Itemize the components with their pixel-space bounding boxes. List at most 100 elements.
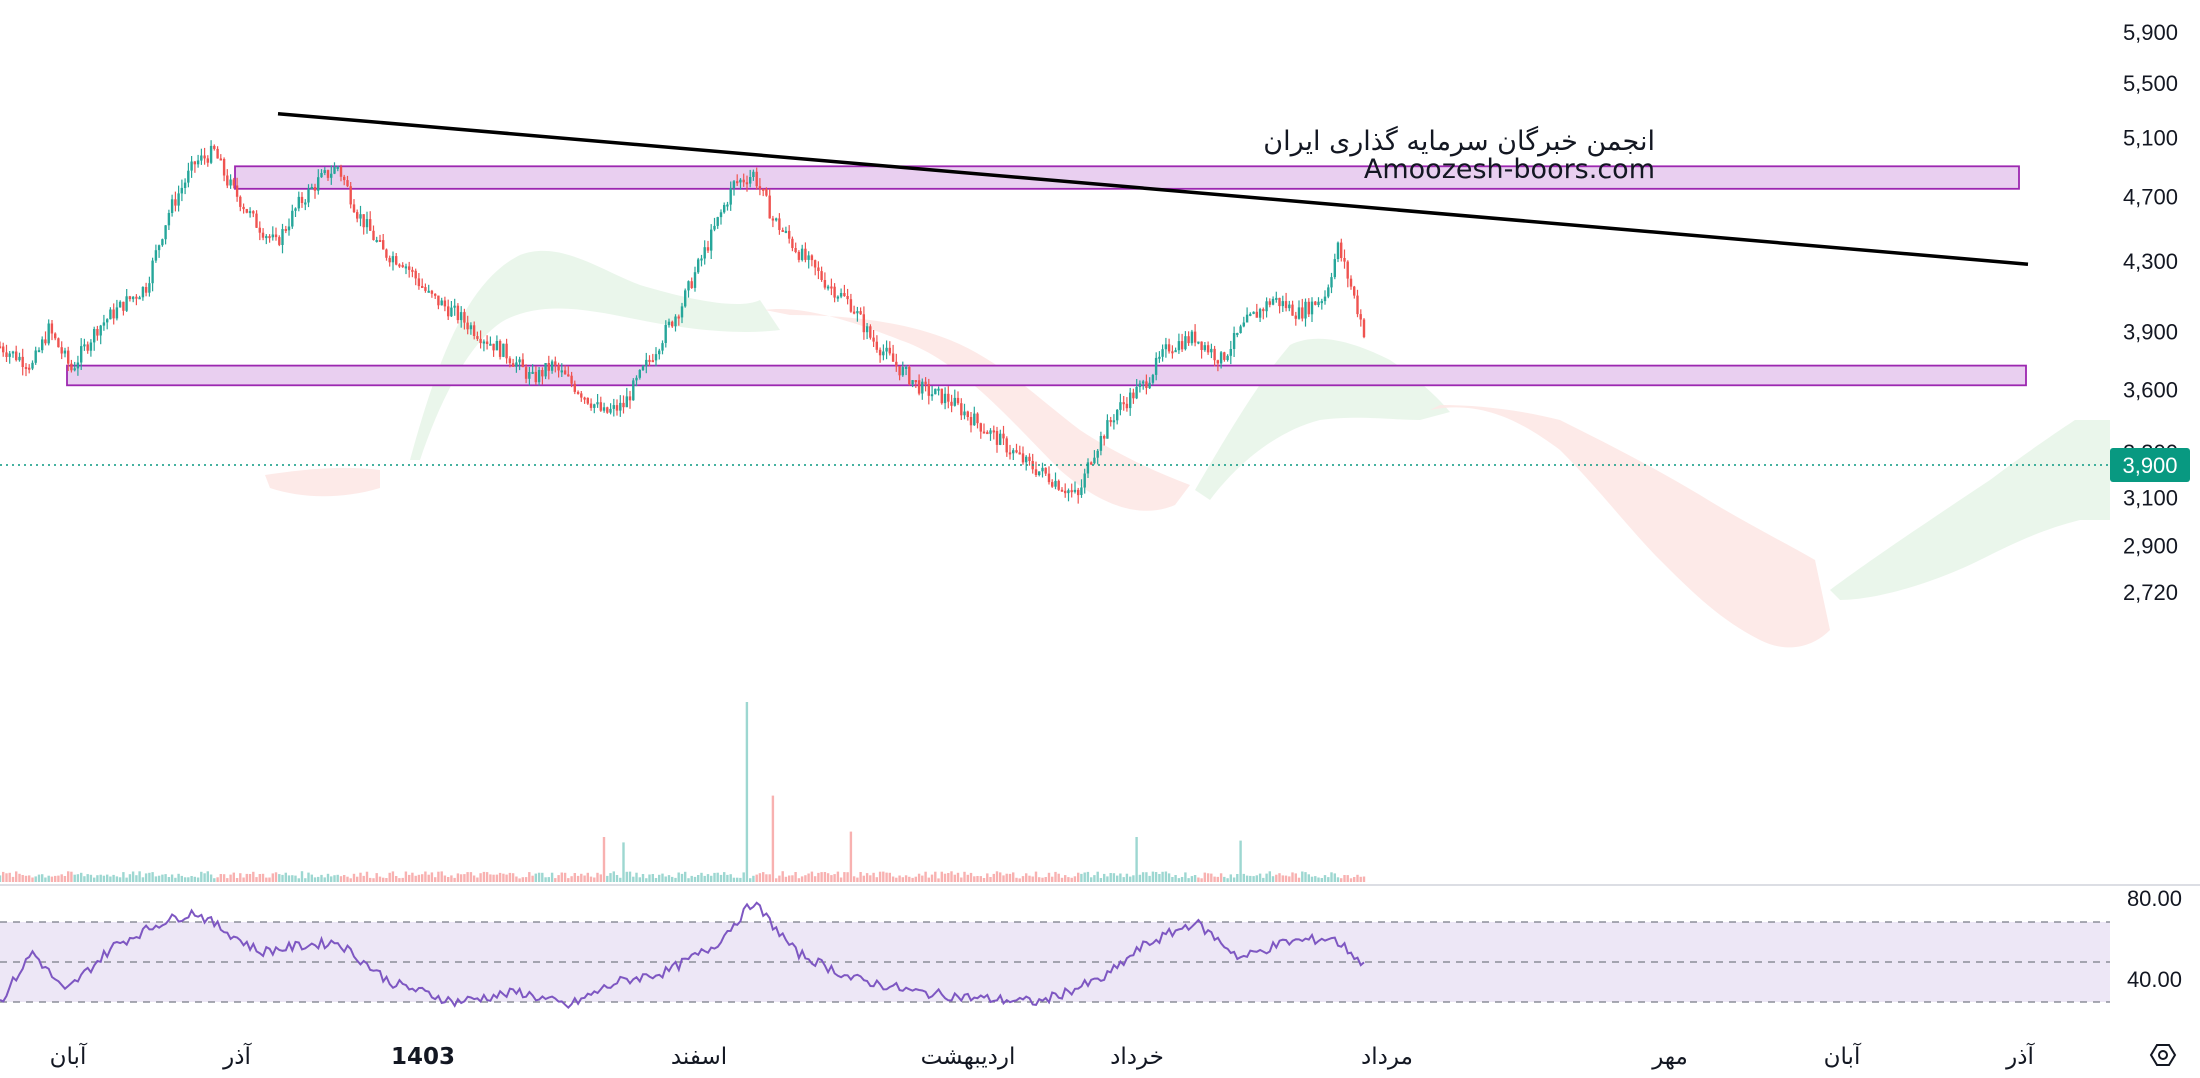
- cloud-bear-2: [1430, 405, 1830, 648]
- candle-body: [31, 362, 34, 369]
- candle-body: [83, 344, 86, 347]
- volume-bar: [573, 873, 576, 882]
- price-tick-label: 4,700: [2123, 185, 2178, 210]
- candle-body: [323, 170, 326, 173]
- candle-body: [1005, 438, 1008, 453]
- resistance-zone[interactable]: [234, 165, 2020, 190]
- volume-bar: [128, 874, 132, 882]
- candle-body: [865, 326, 869, 333]
- chart-settings-icon[interactable]: [2149, 1044, 2177, 1066]
- volume-bar: [287, 875, 291, 882]
- volume-bar: [1122, 877, 1125, 882]
- volume-bar: [112, 874, 115, 882]
- volume-bar: [469, 872, 473, 882]
- candle-body: [1288, 304, 1291, 309]
- candle-body: [856, 311, 859, 314]
- volume-bar: [310, 874, 313, 882]
- volume-bar: [278, 874, 281, 882]
- candle-body: [794, 248, 797, 252]
- volume-bar: [534, 873, 537, 882]
- volume-bar: [716, 872, 719, 882]
- volume-bar: [323, 877, 326, 882]
- volume-bar: [1304, 872, 1307, 882]
- volume-bar: [1135, 837, 1138, 882]
- candle-body: [534, 371, 537, 383]
- candle-body: [875, 341, 878, 350]
- volume-bar: [622, 842, 625, 882]
- volume-bar: [719, 874, 723, 882]
- volume-bar: [937, 878, 940, 882]
- candle-body: [1362, 319, 1366, 338]
- candle-body: [813, 260, 817, 268]
- time-tick-label: اسفند: [671, 1044, 727, 1070]
- candle-body: [1190, 331, 1194, 344]
- volume-bar: [1171, 877, 1174, 882]
- volume-bar: [1083, 872, 1086, 882]
- volume-bar: [969, 872, 973, 882]
- volume-bar: [976, 876, 979, 882]
- support-zone[interactable]: [66, 364, 2027, 387]
- price-tick-label: 2,720: [2123, 580, 2178, 605]
- volume-bar: [346, 876, 349, 882]
- volume-bar: [589, 876, 593, 882]
- volume-bar: [752, 875, 755, 882]
- trendline[interactable]: [277, 111, 2029, 266]
- volume-bar: [1132, 875, 1135, 882]
- volume-bar: [775, 878, 778, 882]
- volume-bar: [356, 876, 359, 882]
- candle-body: [287, 226, 291, 231]
- volume-bar: [550, 872, 554, 882]
- volume-bar: [531, 875, 534, 882]
- volume-bar: [632, 876, 635, 882]
- candle-body: [1096, 450, 1099, 458]
- candle-body: [1236, 333, 1239, 335]
- candle-body: [443, 300, 447, 307]
- candle-body: [112, 309, 115, 319]
- rsi-line: [0, 901, 1365, 1009]
- candle-body: [839, 293, 843, 297]
- volume-bar: [1343, 875, 1346, 882]
- volume-bar: [131, 871, 135, 882]
- candle-body: [1226, 355, 1229, 360]
- candle-body: [70, 363, 73, 371]
- candle-body: [261, 232, 265, 238]
- candle-body: [76, 362, 80, 369]
- candle-body: [1086, 462, 1090, 474]
- candle-body: [336, 166, 339, 169]
- candle-body: [1317, 301, 1320, 305]
- candle-body: [86, 344, 89, 351]
- rsi-axis[interactable]: 80.00 40.00: [2127, 886, 2182, 992]
- candle-body: [1197, 341, 1200, 344]
- volume-bar: [235, 878, 239, 882]
- volume-bar: [86, 874, 89, 882]
- cloud-bear-3: [265, 467, 380, 497]
- candle-body: [943, 393, 947, 404]
- candle-body: [502, 343, 505, 357]
- candle-body: [1180, 341, 1184, 350]
- candle-body: [1164, 344, 1168, 350]
- price-axis[interactable]: 5,9005,5005,1004,7004,3003,9003,6003,300…: [2123, 20, 2178, 605]
- volume-bar: [934, 871, 937, 882]
- candle-body: [979, 423, 982, 432]
- candle-body: [18, 356, 21, 361]
- candle-body: [1103, 436, 1106, 439]
- candle-body: [102, 322, 106, 326]
- volume-bar: [849, 831, 853, 882]
- candle-body: [482, 341, 486, 344]
- candle-body: [1343, 258, 1346, 262]
- volume-bar: [1193, 875, 1197, 882]
- candle-body: [450, 307, 453, 317]
- time-axis[interactable]: آبان آذر 1403 اسفند اردیبهشت خرداد مرداد مهر آبا…: [50, 1042, 2036, 1070]
- volume-bar: [664, 876, 667, 882]
- volume-bar: [1284, 875, 1288, 882]
- candle-body: [1284, 301, 1288, 309]
- volume-bar: [1028, 875, 1031, 882]
- volume-bar: [1278, 873, 1281, 882]
- volume-bar: [508, 872, 512, 882]
- candle-body: [200, 155, 203, 161]
- volume-bar: [570, 876, 573, 882]
- candle-body: [778, 218, 781, 230]
- candle-body: [1200, 341, 1203, 350]
- candle-body: [576, 391, 580, 394]
